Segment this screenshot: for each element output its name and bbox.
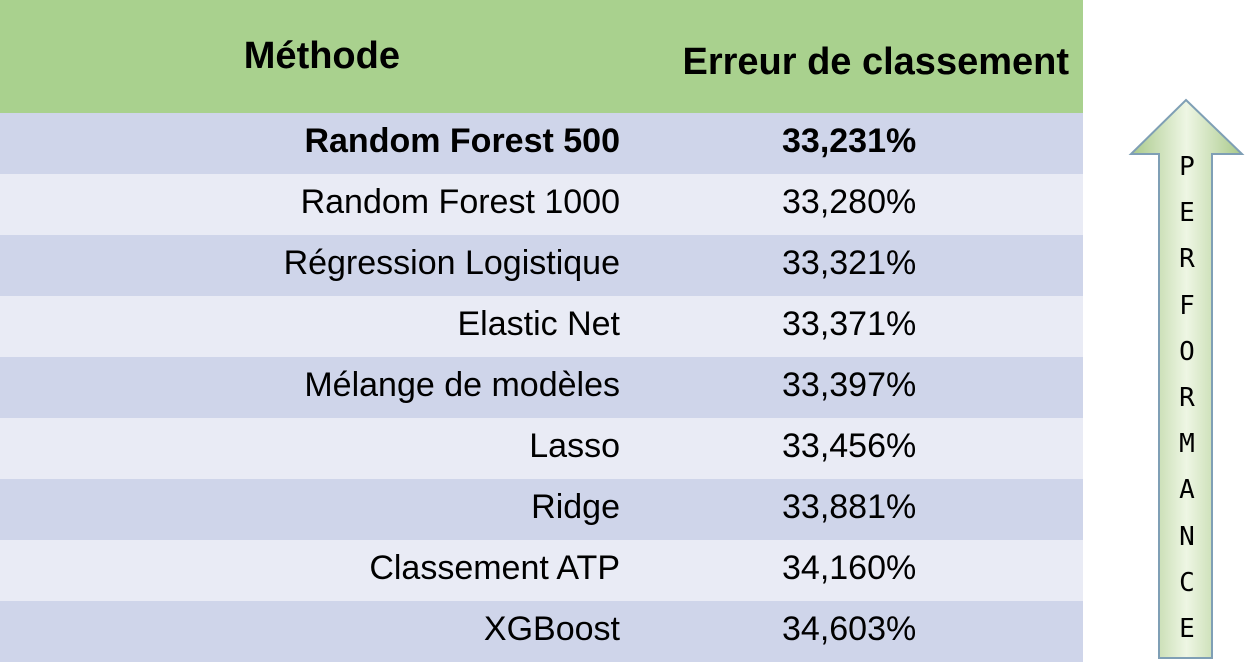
arrow-shape bbox=[1128, 98, 1245, 659]
table-row: Régression Logistique 33,321% bbox=[0, 235, 1083, 296]
table-row: Random Forest 500 33,231% bbox=[0, 113, 1083, 174]
performance-letter: E bbox=[1179, 613, 1195, 644]
table-row: Random Forest 1000 33,280% bbox=[0, 174, 1083, 235]
error-cell: 33,397% bbox=[782, 366, 917, 404]
performance-letter: F bbox=[1179, 290, 1195, 321]
method-cell: XGBoost bbox=[483, 610, 620, 648]
table-row: XGBoost 34,603% bbox=[0, 601, 1083, 662]
error-cell: 33,456% bbox=[782, 427, 917, 465]
method-cell: Lasso bbox=[529, 427, 620, 465]
table-header: Méthode Erreur de classement bbox=[0, 0, 1083, 113]
error-cell: 34,160% bbox=[782, 549, 917, 587]
column-header-method: Méthode bbox=[243, 35, 400, 77]
performance-letter: R bbox=[1179, 244, 1195, 275]
table-row: Ridge 33,881% bbox=[0, 479, 1083, 540]
performance-letter: O bbox=[1179, 336, 1195, 367]
method-cell: Classement ATP bbox=[369, 549, 620, 587]
method-cell: Ridge bbox=[531, 488, 620, 526]
method-cell: Random Forest 1000 bbox=[300, 183, 620, 221]
error-cell: 33,881% bbox=[782, 488, 917, 526]
method-cell: Régression Logistique bbox=[283, 244, 620, 282]
table-row: Lasso 33,456% bbox=[0, 418, 1083, 479]
error-cell: 33,231% bbox=[782, 122, 917, 160]
error-cell: 33,280% bbox=[782, 183, 917, 221]
column-header-error: Erreur de classement bbox=[682, 41, 1069, 83]
error-cell: 34,603% bbox=[782, 610, 917, 648]
error-cell: 33,321% bbox=[782, 244, 917, 282]
table-row: Classement ATP 34,160% bbox=[0, 540, 1083, 601]
error-cell: 33,371% bbox=[782, 305, 917, 343]
performance-letter: C bbox=[1179, 567, 1195, 598]
table-row: Mélange de modèles 33,397% bbox=[0, 357, 1083, 418]
performance-letter: N bbox=[1179, 521, 1195, 552]
performance-letter: E bbox=[1179, 198, 1195, 229]
table-row: Elastic Net 33,371% bbox=[0, 296, 1083, 357]
performance-letter: P bbox=[1179, 152, 1195, 182]
results-table: Méthode Erreur de classement Random Fore… bbox=[0, 0, 1083, 662]
performance-letter: M bbox=[1179, 429, 1195, 460]
up-arrow-icon bbox=[1128, 98, 1245, 659]
method-cell: Mélange de modèles bbox=[304, 366, 620, 404]
performance-letter: R bbox=[1179, 382, 1195, 413]
method-cell: Elastic Net bbox=[457, 305, 621, 343]
table-body: Random Forest 500 33,231% Random Forest 10… bbox=[0, 113, 1083, 662]
method-cell: Random Forest 500 bbox=[304, 122, 620, 160]
performance-letter: A bbox=[1179, 475, 1195, 506]
